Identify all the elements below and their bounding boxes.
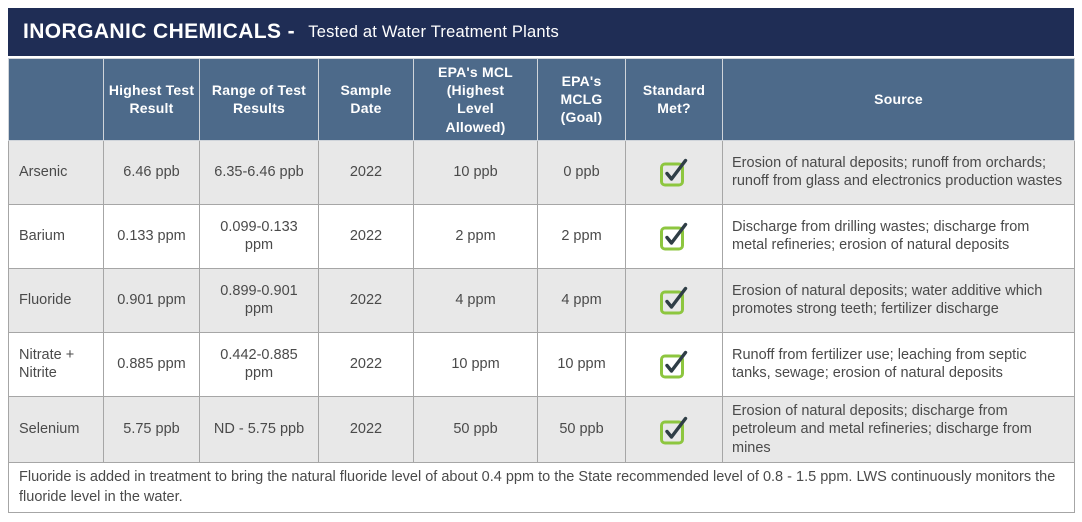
- epa-mcl-cell: 4 ppm: [413, 267, 538, 333]
- chemical-name-cell: Barium: [8, 203, 104, 269]
- epa-mcl-cell: 10 ppb: [413, 139, 538, 205]
- epa-mclg-cell: 0 ppb: [537, 139, 626, 205]
- highest-test-result-cell: 0.133 ppm: [103, 203, 200, 269]
- sample-date-cell: 2022: [318, 395, 414, 464]
- source-cell: Erosion of natural deposits; discharge f…: [722, 395, 1075, 464]
- range-of-test-results-cell: 0.442-0.885 ppm: [199, 331, 319, 397]
- column-header-epa-mcl: EPA's MCL (Highest Level Allowed): [413, 58, 538, 141]
- range-of-test-results-cell: 0.899-0.901 ppm: [199, 267, 319, 333]
- standard-met-cell: [625, 267, 723, 333]
- standard-met-cell: [625, 395, 723, 464]
- checkbox-checked-icon: [660, 223, 688, 251]
- inorganic-chemicals-table: Highest Test Result Range of Test Result…: [8, 58, 1075, 513]
- epa-mclg-cell: 4 ppm: [537, 267, 626, 333]
- standard-met-cell: [625, 203, 723, 269]
- checkbox-checked-icon: [660, 416, 688, 445]
- table-row: Barium 0.133 ppm 0.099-0.133 ppm 2022 2 …: [8, 203, 1075, 269]
- table-row: Fluoride 0.901 ppm 0.899-0.901 ppm 2022 …: [8, 267, 1075, 333]
- source-cell: Runoff from fertilizer use; leaching fro…: [722, 331, 1075, 397]
- table-header: Highest Test Result Range of Test Result…: [8, 58, 1075, 141]
- column-header-epa-mclg: EPA's MCLG (Goal): [537, 58, 626, 141]
- table-footer: Fluoride is added in treatment to bring …: [8, 462, 1075, 513]
- range-of-test-results-cell: 6.35-6.46 ppb: [199, 139, 319, 205]
- range-of-test-results-cell: ND - 5.75 ppb: [199, 395, 319, 464]
- table-body: Arsenic 6.46 ppb 6.35-6.46 ppb 2022 10 p…: [8, 139, 1075, 464]
- title-bar: INORGANIC CHEMICALS - Tested at Water Tr…: [8, 8, 1074, 56]
- standard-met-cell: [625, 331, 723, 397]
- column-header-highest-test-result: Highest Test Result: [103, 58, 200, 141]
- highest-test-result-cell: 5.75 ppb: [103, 395, 200, 464]
- standard-met-cell: [625, 139, 723, 205]
- chemical-name-cell: Selenium: [8, 395, 104, 464]
- sample-date-cell: 2022: [318, 203, 414, 269]
- table-row: Arsenic 6.46 ppb 6.35-6.46 ppb 2022 10 p…: [8, 139, 1075, 205]
- epa-mclg-cell: 2 ppm: [537, 203, 626, 269]
- table-row: Nitrate + Nitrite 0.885 ppm 0.442-0.885 …: [8, 331, 1075, 397]
- epa-mcl-cell: 50 ppb: [413, 395, 538, 464]
- chemical-name-cell: Nitrate + Nitrite: [8, 331, 104, 397]
- highest-test-result-cell: 6.46 ppb: [103, 139, 200, 205]
- checkbox-checked-icon: [660, 287, 688, 315]
- table-row: Selenium 5.75 ppb ND - 5.75 ppb 2022 50 …: [8, 395, 1075, 464]
- checkbox-checked-icon: [660, 351, 688, 379]
- column-header-standard-met: Standard Met?: [625, 58, 723, 141]
- checkbox-checked-icon: [660, 159, 688, 187]
- sample-date-cell: 2022: [318, 139, 414, 205]
- epa-mclg-cell: 50 ppb: [537, 395, 626, 464]
- epa-mclg-cell: 10 ppm: [537, 331, 626, 397]
- column-header-chemical: [8, 58, 104, 141]
- source-cell: Discharge from drilling wastes; discharg…: [722, 203, 1075, 269]
- epa-mcl-cell: 2 ppm: [413, 203, 538, 269]
- epa-mcl-cell: 10 ppm: [413, 331, 538, 397]
- chemical-name-cell: Arsenic: [8, 139, 104, 205]
- column-header-range-of-test-results: Range of Test Results: [199, 58, 319, 141]
- column-header-sample-date: Sample Date: [318, 58, 414, 141]
- footnote: Fluoride is added in treatment to bring …: [8, 462, 1075, 513]
- sample-date-cell: 2022: [318, 267, 414, 333]
- source-cell: Erosion of natural deposits; water addit…: [722, 267, 1075, 333]
- range-of-test-results-cell: 0.099-0.133 ppm: [199, 203, 319, 269]
- source-cell: Erosion of natural deposits; runoff from…: [722, 139, 1075, 205]
- sample-date-cell: 2022: [318, 331, 414, 397]
- page-subtitle: Tested at Water Treatment Plants: [308, 22, 559, 41]
- highest-test-result-cell: 0.901 ppm: [103, 267, 200, 333]
- page-title: INORGANIC CHEMICALS -: [23, 20, 302, 43]
- column-header-source: Source: [722, 58, 1075, 141]
- highest-test-result-cell: 0.885 ppm: [103, 331, 200, 397]
- chemical-name-cell: Fluoride: [8, 267, 104, 333]
